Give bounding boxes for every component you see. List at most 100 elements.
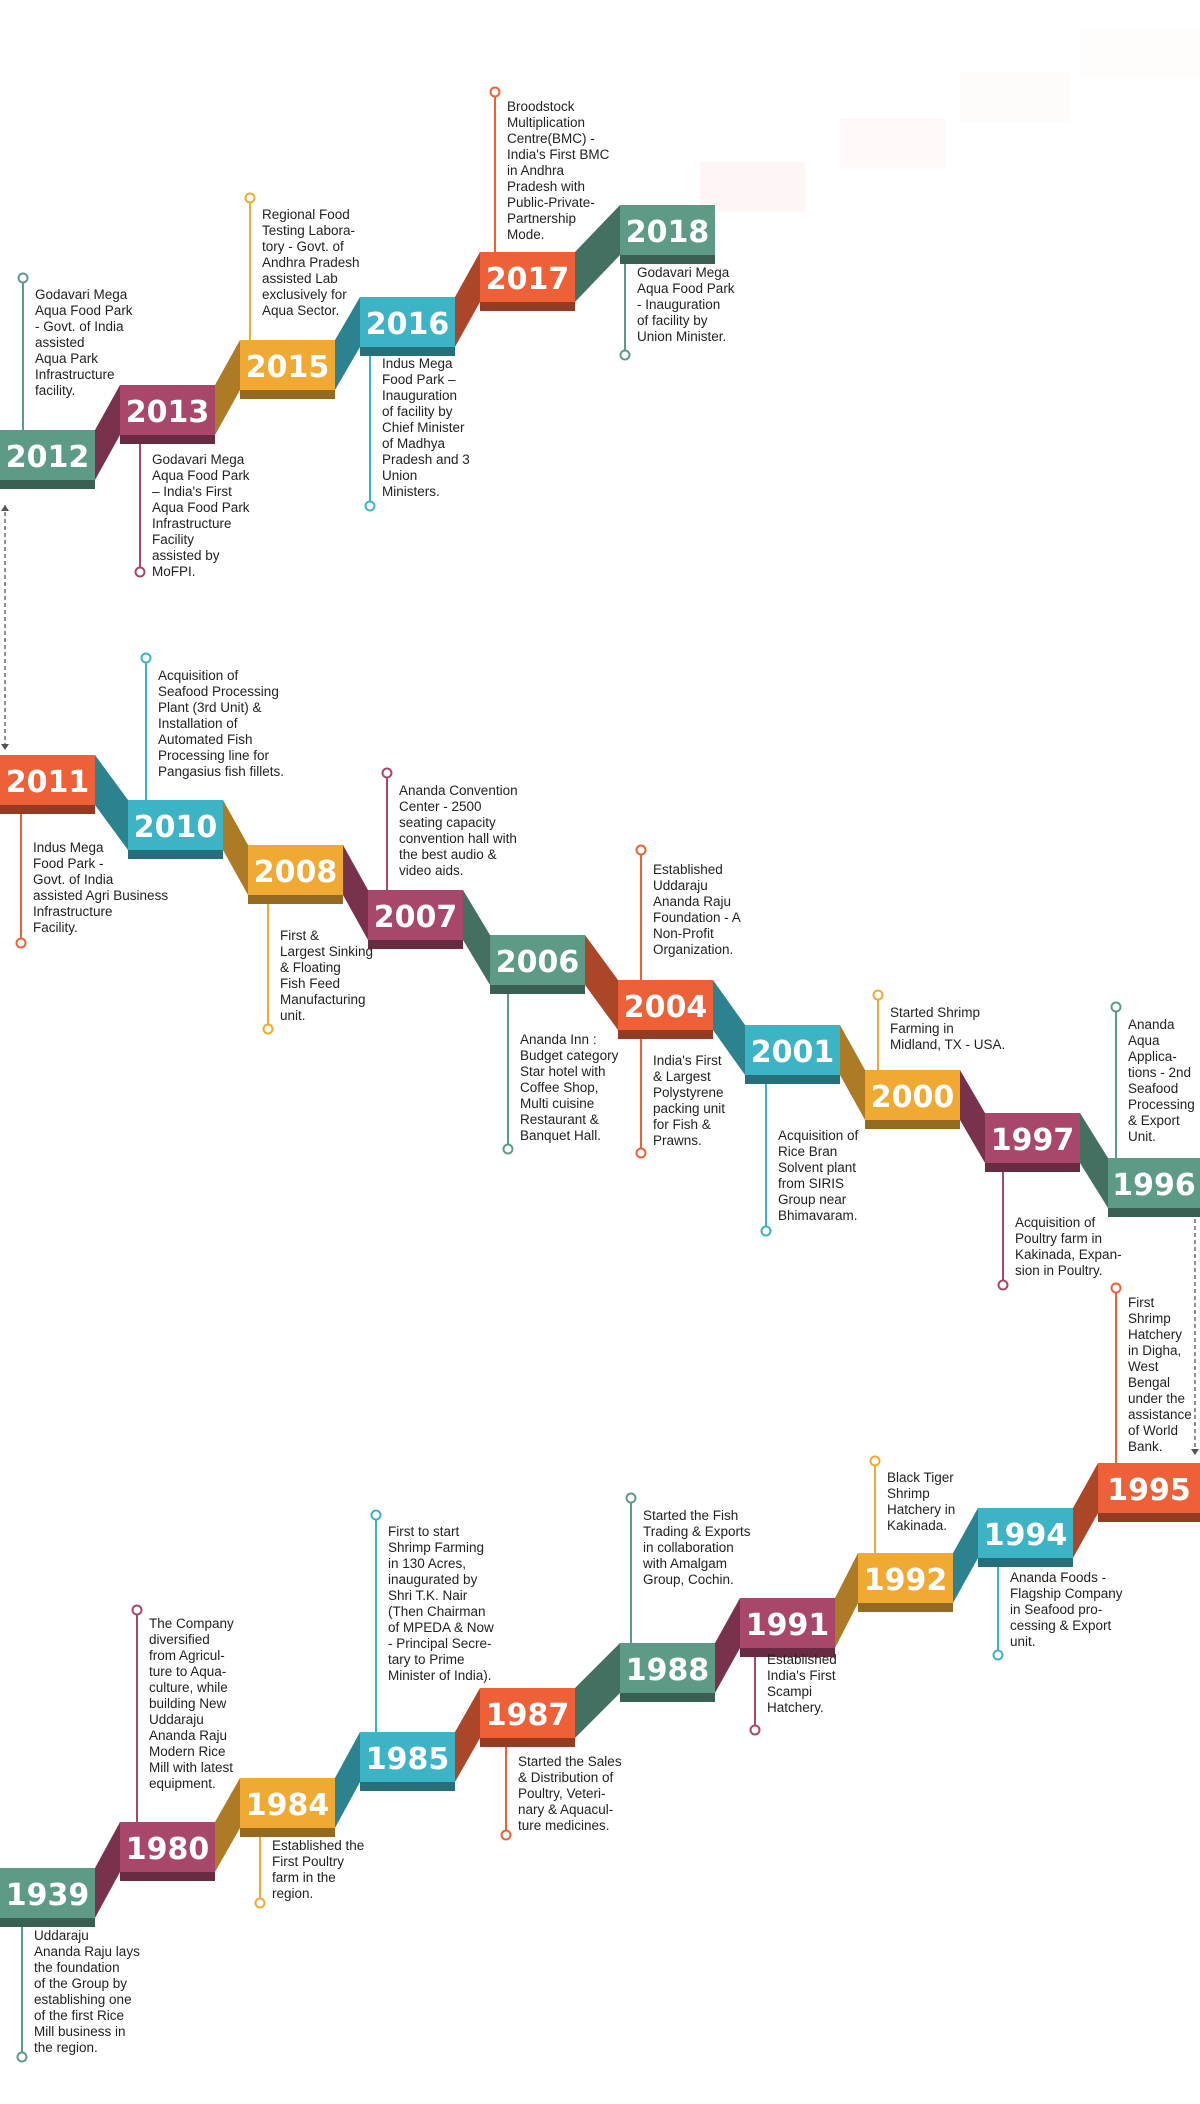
year-step [0, 755, 95, 805]
milestone-1939: 1939 [0, 1868, 95, 2063]
year-label: 1984 [246, 1788, 330, 1823]
milestone-description: Acquisition of Seafood Processing Plant … [158, 668, 285, 779]
milestone-description: First to start Shrimp Farming in 130 Acr… [388, 1524, 494, 1683]
ribbon-connector [585, 935, 618, 1030]
milestone-1988: 1988 [620, 1492, 715, 1702]
year-label: 2001 [751, 1035, 835, 1070]
year-label: 1996 [1112, 1168, 1196, 1203]
milestone-2011: 2011 [0, 755, 95, 949]
year-step-shadow [480, 1738, 575, 1747]
dot-marker [262, 1023, 274, 1035]
dot-marker [140, 652, 152, 664]
year-step [360, 297, 455, 347]
dot-marker [635, 1147, 647, 1159]
milestone-description: Black Tiger Shrimp Hatchery in Kakinada. [887, 1470, 956, 1533]
dot-marker [1110, 1001, 1122, 1013]
year-step [120, 1822, 215, 1872]
ribbon-connector [455, 252, 480, 347]
ribbon-connector [840, 1025, 865, 1120]
milestone-description: First Shrimp Hatchery in Digha, West Ben… [1128, 1295, 1192, 1454]
milestone-description: Godavari Mega Aqua Food Park - Inaugurat… [637, 265, 735, 344]
faded-step-decoration [1080, 28, 1200, 78]
year-label: 2018 [626, 215, 710, 250]
year-label: 2006 [496, 945, 580, 980]
dot-marker [997, 1279, 1009, 1291]
year-step-shadow [120, 435, 215, 444]
milestone-description: Established the First Poultry farm in th… [272, 1838, 365, 1901]
dot-marker [16, 2051, 28, 2063]
milestone-description: Ananda Convention Center - 2500 seating … [399, 783, 518, 878]
year-step [1098, 1463, 1200, 1513]
milestone-2012: 2012 [0, 272, 95, 489]
year-step-shadow [128, 850, 223, 859]
year-step [490, 935, 585, 985]
year-label: 2016 [366, 307, 450, 342]
milestone-description: Established Uddaraju Ananda Raju Foundat… [653, 862, 741, 957]
milestone-description: Acquisition of Poultry farm in Kakinada,… [1015, 1215, 1122, 1278]
milestone-description: Acquisition of Rice Bran Solvent plant f… [778, 1128, 859, 1223]
milestone-description: Started the Fish Trading & Exports in co… [643, 1508, 751, 1587]
year-label: 2011 [6, 765, 90, 800]
dot-marker [869, 1455, 881, 1467]
milestone-description: Godavari Mega Aqua Food Park - Govt. of … [35, 287, 133, 398]
year-label: 1994 [984, 1518, 1068, 1553]
year-step [1108, 1158, 1200, 1208]
arrow-down-icon [1191, 1449, 1199, 1455]
milestone-1997: 1997 [985, 1113, 1080, 1291]
dot-marker [254, 1897, 266, 1909]
dot-marker [1110, 1282, 1122, 1294]
year-step [985, 1113, 1080, 1163]
milestone-description: Ananda Inn : Budget category Star hotel … [520, 1032, 619, 1143]
dot-marker [15, 937, 27, 949]
milestone-2016: 2016 [360, 297, 455, 512]
milestone-description: Broodstock Multiplication Centre(BMC) - … [507, 99, 610, 242]
year-label: 1987 [486, 1698, 570, 1733]
dot-marker [131, 1604, 143, 1616]
year-step-shadow [620, 255, 715, 264]
year-label: 2010 [134, 810, 218, 845]
year-step-shadow [985, 1163, 1080, 1172]
faded-step-decoration [840, 118, 945, 168]
year-label: 2004 [624, 990, 708, 1025]
arrow-up-icon [1, 505, 9, 511]
milestone-description: Ananda Aqua Applica- tions - 2nd Seafood… [1128, 1017, 1195, 1144]
dot-marker [381, 767, 393, 779]
year-step-shadow [0, 1918, 95, 1927]
year-label: 2015 [246, 350, 330, 385]
ribbon-connector [960, 1070, 985, 1163]
year-label: 1985 [366, 1742, 450, 1777]
year-label: 2017 [486, 262, 570, 297]
year-step [618, 980, 713, 1030]
milestone-description: India's First & Largest Polystyrene pack… [653, 1053, 726, 1148]
dot-marker [370, 1509, 382, 1521]
milestone-2013: 2013 [120, 385, 215, 578]
year-step [240, 1778, 335, 1828]
year-label: 1995 [1107, 1473, 1191, 1508]
year-label: 1992 [864, 1563, 948, 1598]
year-step [120, 385, 215, 435]
milestone-description: Indus Mega Food Park – Inauguration of f… [382, 356, 470, 499]
ribbon-connector [95, 385, 120, 480]
year-step-shadow [618, 1030, 713, 1039]
dot-marker [625, 1492, 637, 1504]
year-step [368, 890, 463, 940]
year-step [620, 1643, 715, 1693]
milestone-1980: 1980 [120, 1604, 215, 1881]
milestone-description: Ananda Foods - Flagship Company in Seafo… [1010, 1570, 1123, 1649]
year-label: 2000 [871, 1080, 955, 1115]
milestone-1987: 1987 [480, 1688, 575, 1841]
ribbon-connector [835, 1553, 858, 1648]
year-step-shadow [240, 390, 335, 399]
dot-marker [17, 272, 29, 284]
milestone-description: First & Largest Sinking & Floating Fish … [280, 928, 374, 1023]
year-step-shadow [740, 1648, 835, 1657]
milestone-description: Started Shrimp Farming in Midland, TX - … [890, 1005, 1006, 1052]
year-step [480, 252, 575, 302]
milestone-1996: 1996 [1108, 1001, 1200, 1217]
arrow-down-icon [1, 744, 9, 750]
ribbon-connector [215, 340, 240, 435]
dot-marker [502, 1143, 514, 1155]
dot-marker [749, 1724, 761, 1736]
year-step [865, 1070, 960, 1120]
